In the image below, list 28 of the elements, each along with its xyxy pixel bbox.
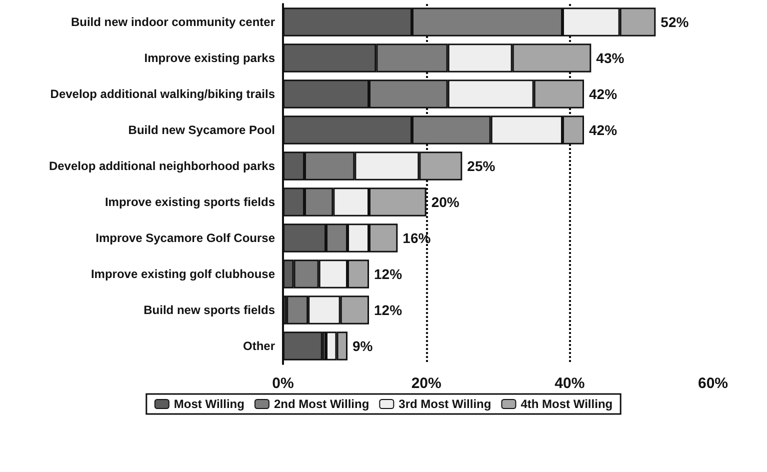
total-label: 25% [467,158,496,174]
legend-label: 2nd Most Willing [274,397,370,411]
total-label: 52% [660,14,690,30]
legend-label: 3rd Most Willing [398,397,492,411]
x-tick-label: 0% [272,375,294,392]
total-label: 43% [596,50,625,66]
y-tick-label: Build new Sycamore Pool [128,123,275,137]
y-tick-label: Improve Sycamore Golf Course [96,231,276,245]
x-tick-label: 20% [411,375,442,392]
x-tick-label: 60% [698,375,728,392]
y-tick-label: Other [242,339,276,353]
total-label: 42% [589,122,618,138]
total-label: 42% [589,86,618,102]
y-tick-label: Improve existing parks [144,51,276,65]
legend-label: 4th Most Willing [520,397,613,411]
y-tick-label: Build new sports fields [144,303,276,317]
total-label: 12% [374,266,403,282]
x-tick-label: 40% [554,375,585,392]
y-tick-label: Develop additional neighborhood parks [48,159,276,173]
y-tick-label: Develop additional walking/biking trails [50,87,276,101]
total-label: 16% [402,230,432,246]
y-tick-label: Improve existing sports fields [104,195,276,209]
total-label: 12% [374,302,403,318]
y-tick-label: Build new indoor community center [70,15,276,29]
y-tick-label: Improve existing golf clubhouse [90,267,276,281]
legend-label: Most Willing [174,397,244,411]
total-label: 9% [352,338,374,354]
total-label: 20% [431,194,460,210]
